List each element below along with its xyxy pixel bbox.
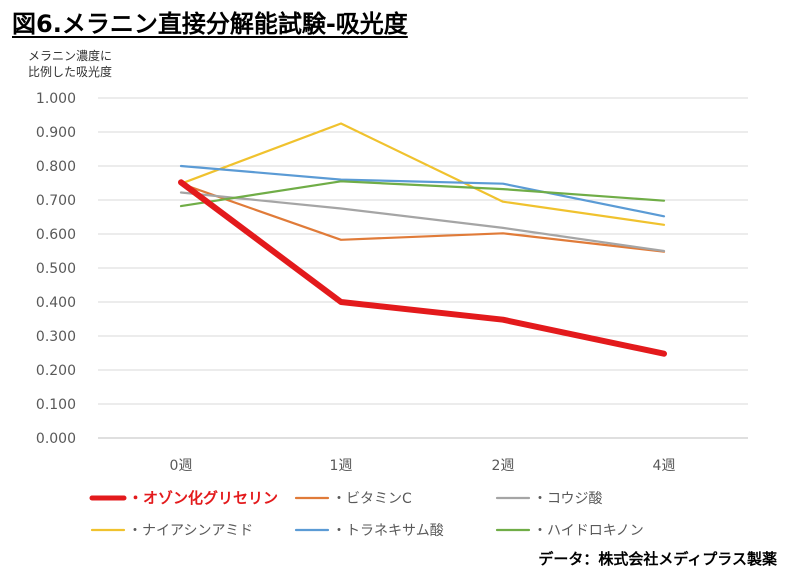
legend-label: ・コウジ酸 [533,491,602,507]
y-tick-label: 0.000 [36,431,76,447]
legend: ・オゾン化グリセリン ・ビタミンC ・コウジ酸・ナイアシンアミド ・トラネキサム酸 ・ハ… [89,489,644,539]
series-line [179,180,666,208]
y-tick-label: 0.600 [36,227,76,243]
x-tick-label: 2週 [492,458,515,474]
legend-label: ・ナイアシンアミド [128,523,253,539]
series-line [179,122,666,226]
legend-label: ・トラネキサム酸 [332,523,444,539]
chart-title: 図6.メラニン直接分解能試験-吸光度 [12,10,408,38]
y-tick-label: 0.500 [36,261,76,277]
series-line [178,179,667,357]
y-axis-label: メラニン濃度に 比例した吸光度 [28,48,112,80]
y-tick-label: 0.900 [36,125,76,141]
y-tick-label: 0.100 [36,397,76,413]
gridlines [98,97,748,439]
y-axis-label-line-2: 比例した吸光度 [28,65,113,79]
legend-label: ・ハイドロキノン [533,523,644,539]
x-tick-label: 4週 [653,458,676,474]
series-line [179,182,666,253]
data-source-note: データ：株式会社メディプラス製薬 [538,550,777,568]
y-tick-label: 0.700 [36,193,76,209]
y-tick-label: 0.800 [36,159,76,175]
legend-label: ・ビタミンC [332,491,412,507]
legend-label: ・オゾン化グリセリン [128,489,278,507]
x-axis-ticks: 0週 1週 2週 4週 [170,458,676,474]
x-tick-label: 0週 [170,458,193,474]
x-tick-label: 1週 [330,458,353,474]
series-line [179,164,666,218]
y-tick-label: 0.400 [36,295,76,311]
y-axis-ticks: 0.000 0.100 0.200 0.300 0.400 0.500 0.600 0.700… [36,91,76,447]
series-lines [178,122,667,357]
series-line [179,191,666,253]
y-tick-label: 0.300 [36,329,76,345]
y-tick-label: 0.200 [36,363,76,379]
y-axis-label-line-1: メラニン濃度に [28,49,113,63]
y-tick-label: 1.000 [36,91,76,107]
